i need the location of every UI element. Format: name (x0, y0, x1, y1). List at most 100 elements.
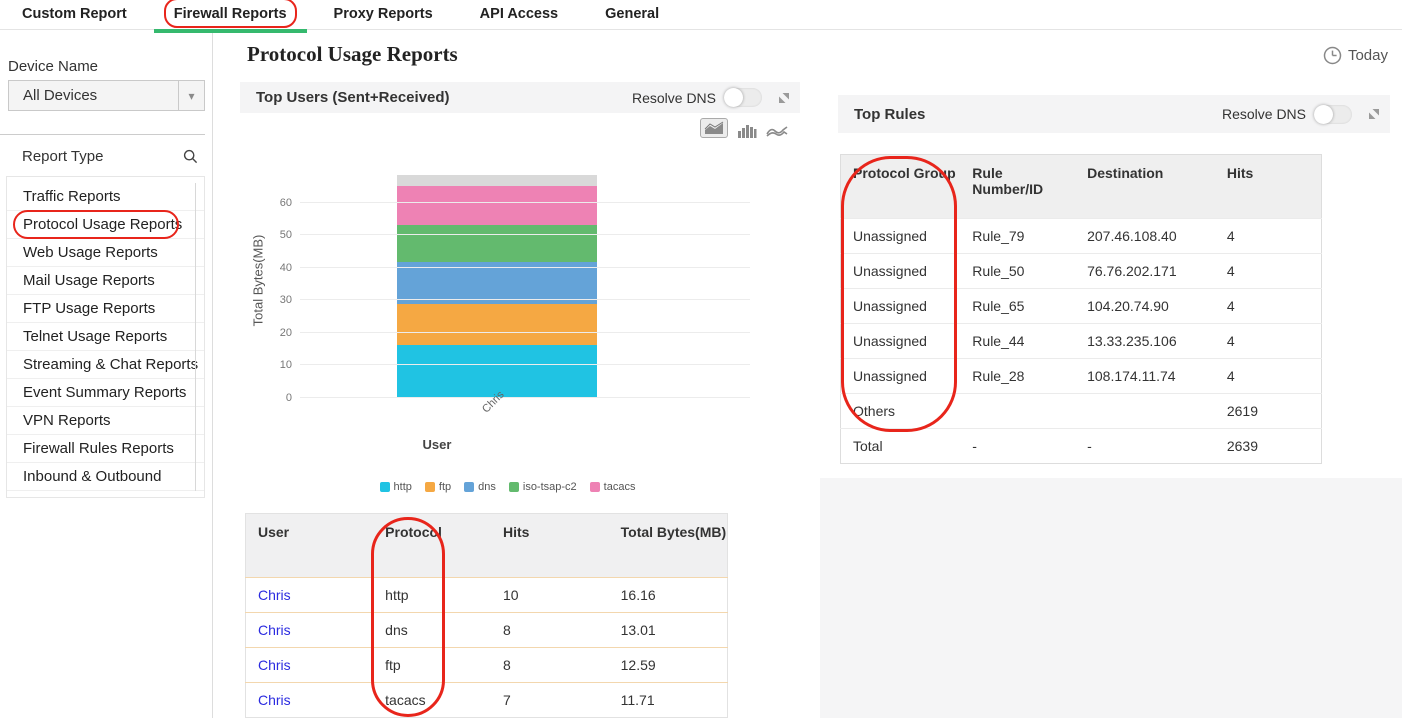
col-hits: Hits (1226, 165, 1254, 181)
table-cell: 12.59 (620, 657, 656, 673)
device-select[interactable]: All Devices ▾ (8, 80, 205, 111)
legend-label: tacacs (603, 481, 636, 493)
table-cell[interactable]: Chris (258, 622, 291, 638)
gridline (300, 266, 750, 268)
table-cell: 4 (1226, 298, 1235, 314)
table-cell: Unassigned (853, 228, 927, 244)
table-cell: 4 (1226, 228, 1235, 244)
resolve-dns-toggle[interactable] (1314, 104, 1352, 124)
col-user: User (258, 524, 290, 540)
legend-item-ftp[interactable]: ftp (424, 481, 451, 493)
table-cell: Unassigned (853, 368, 927, 384)
gridline (300, 364, 750, 366)
list-scrollbar[interactable] (195, 183, 196, 491)
top-tabbar: Custom Report Firewall Reports Proxy Rep… (0, 0, 1402, 33)
table-cell: 10 (502, 587, 519, 603)
date-range-button[interactable]: Today (1323, 46, 1388, 65)
tab-api-access[interactable]: API Access (479, 5, 559, 22)
tab-general[interactable]: General (605, 5, 660, 22)
line-chart-icon[interactable] (766, 124, 788, 138)
legend-item-iso-tsap-c2[interactable]: iso-tsap-c2 (508, 481, 577, 493)
table-row: Total - - 2639 (840, 428, 1322, 464)
table-cell: Unassigned (853, 333, 927, 349)
top-rules-panel-header: Top Rules Resolve DNS (838, 95, 1390, 133)
sidebar-item-vpn-reports[interactable]: VPN Reports (7, 407, 204, 435)
table-row: Chris http 10 16.16 (245, 577, 728, 613)
table-cell: Unassigned (853, 263, 927, 279)
chart-type-switcher (700, 118, 788, 138)
resolve-dns-label: Resolve DNS (631, 89, 716, 106)
table-cell[interactable]: Chris (258, 692, 291, 708)
sidebar-item-event-summary-reports[interactable]: Event Summary Reports (7, 379, 204, 407)
sidebar-item-streaming-chat-reports[interactable]: Streaming & Chat Reports (7, 351, 204, 379)
table-cell[interactable]: Chris (258, 587, 291, 603)
sidebar-item-protocol-usage-reports[interactable]: Protocol Usage Reports (7, 210, 204, 239)
table-cell: Others (853, 403, 896, 419)
table-cell: Rule_65 (972, 298, 1025, 314)
legend-item-http[interactable]: http (379, 481, 412, 493)
empty-panel-area (820, 478, 1402, 718)
y-tick-label: 30 (279, 294, 292, 307)
table-row: Chris ftp 8 12.59 (245, 647, 728, 683)
table-cell: 4 (1226, 263, 1235, 279)
top-users-table: User Protocol Hits Total Bytes(MB) Chris… (245, 513, 728, 718)
table-cell: tacacs (385, 692, 426, 708)
table-cell[interactable]: Chris (258, 657, 291, 673)
top-rules-table: Protocol Group Rule Number/ID Destinatio… (840, 154, 1322, 464)
bar-segment-ftp[interactable] (397, 304, 597, 346)
main-content: Protocol Usage Reports Today Top Users (… (213, 30, 1402, 718)
table-cell (960, 394, 1075, 429)
tab-proxy-reports[interactable]: Proxy Reports (333, 5, 433, 22)
y-tick-label: 20 (279, 326, 292, 339)
col-rule-number: Rule Number/ID (972, 165, 1044, 197)
table-cell: 13.01 (620, 622, 656, 638)
top-users-chart: Total Bytes(MB) 0 10 20 30 40 50 60 Chris User… (240, 165, 800, 510)
bar-segment-other[interactable] (397, 174, 597, 187)
page-title: Protocol Usage Reports (247, 42, 458, 66)
resolve-dns-label: Resolve DNS (1221, 106, 1306, 122)
tab-firewall-reports[interactable]: Firewall Reports (153, 0, 307, 33)
table-row: Chris tacacs 7 11.71 (245, 682, 728, 718)
tab-custom-report[interactable]: Custom Report (22, 5, 127, 22)
table-cell: 4 (1226, 368, 1235, 384)
bar-segment-iso-tsap-c2[interactable] (397, 224, 597, 262)
x-axis-label: User (422, 437, 452, 452)
legend-item-dns[interactable]: dns (464, 481, 496, 493)
table-cell: 13.33.235.106 (1087, 333, 1177, 349)
table-cell: 4 (1226, 333, 1235, 349)
col-hits: Hits (502, 524, 530, 540)
table-header-row: Protocol Group Rule Number/ID Destinatio… (840, 154, 1322, 219)
device-name-label: Device Name (8, 58, 99, 75)
col-protocol-group: Protocol Group (853, 165, 956, 181)
table-cell: Rule_50 (972, 263, 1025, 279)
legend-item-tacacs[interactable]: tacacs (589, 481, 636, 493)
table-row: Unassigned Rule_50 76.76.202.171 4 (840, 253, 1322, 289)
legend-swatch (508, 482, 519, 492)
bar-segment-http[interactable] (397, 345, 597, 398)
legend-swatch (379, 482, 390, 492)
divider (0, 134, 205, 135)
gridline (300, 397, 750, 398)
bar-chart-icon[interactable] (737, 122, 757, 138)
tab-label: Firewall Reports (173, 5, 287, 22)
sidebar-item-telnet-usage-reports[interactable]: Telnet Usage Reports (7, 323, 204, 351)
expand-icon[interactable] (778, 92, 790, 104)
stacked-bar[interactable] (397, 170, 597, 398)
resolve-dns-toggle[interactable] (724, 88, 762, 107)
table-cell: 108.174.11.74 (1087, 368, 1176, 384)
search-icon[interactable] (183, 149, 198, 164)
sidebar-item-traffic-reports[interactable]: Traffic Reports (7, 183, 204, 211)
sidebar-item-firewall-rules-reports[interactable]: Firewall Rules Reports (7, 435, 204, 463)
bar-segment-dns[interactable] (397, 262, 597, 305)
table-cell: 8 (502, 657, 511, 673)
expand-icon[interactable] (1368, 108, 1380, 120)
sidebar-item-web-usage-reports[interactable]: Web Usage Reports (7, 239, 204, 267)
sidebar-item-ftp-usage-reports[interactable]: FTP Usage Reports (7, 295, 204, 323)
y-tick-label: 60 (279, 196, 292, 209)
bar-segment-tacacs[interactable] (397, 186, 597, 225)
area-chart-icon[interactable] (700, 118, 728, 138)
sidebar-item-inbound-outbound[interactable]: Inbound & Outbound (7, 463, 204, 491)
sidebar-item-mail-usage-reports[interactable]: Mail Usage Reports (7, 267, 204, 295)
table-cell: - (972, 438, 977, 454)
